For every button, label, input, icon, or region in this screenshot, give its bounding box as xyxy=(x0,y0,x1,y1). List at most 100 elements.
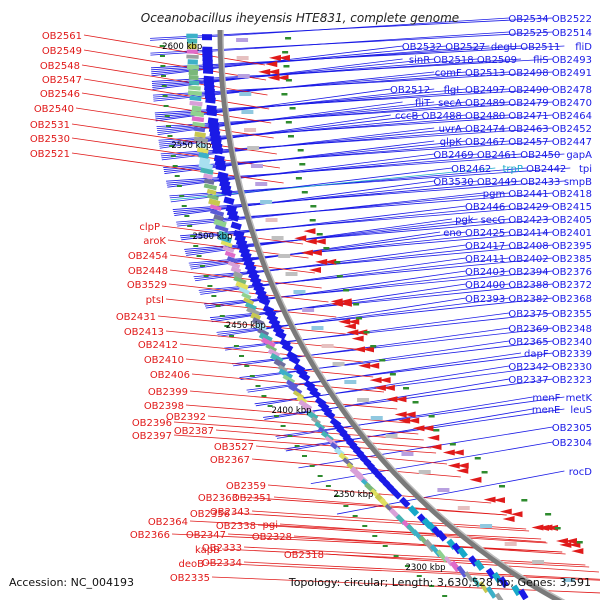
reverse-gene-arrow xyxy=(324,258,337,265)
forward-connector-line xyxy=(160,127,553,155)
ring-tick xyxy=(273,415,279,417)
forward-gene-label: OB2342 xyxy=(508,362,548,373)
gc-marker xyxy=(379,359,386,362)
ring-tick xyxy=(164,115,170,117)
reverse-feature-block xyxy=(344,380,357,384)
ring-tick xyxy=(294,445,300,447)
reverse-gene-label: OB2363 xyxy=(198,493,238,504)
gc-marker xyxy=(353,303,360,306)
cog-class-block xyxy=(471,576,482,588)
forward-gene-label: OB2369 xyxy=(508,324,548,335)
cog-class-block xyxy=(207,193,219,201)
gc-marker xyxy=(554,527,561,530)
forward-connector-line xyxy=(177,192,484,227)
reverse-gene-arrow xyxy=(267,74,280,81)
forward-gene-label: OB2490 xyxy=(508,85,548,96)
gc-marker xyxy=(521,499,528,502)
forward-connector-line xyxy=(204,270,510,307)
ring-tick xyxy=(176,185,182,187)
ring-tick xyxy=(184,215,190,217)
forward-gene-arrow xyxy=(298,371,311,382)
reverse-connector-line xyxy=(71,152,284,184)
reverse-gene-arrow xyxy=(456,467,469,474)
forward-gene-label: OB2467 xyxy=(465,137,505,148)
reverse-gene-label: OB2413 xyxy=(124,327,164,338)
reverse-gene-arrow xyxy=(510,511,523,518)
forward-connector-line xyxy=(199,257,510,293)
forward-gene-arrow xyxy=(457,546,468,559)
forward-gene-label: OB2474 xyxy=(465,124,505,135)
forward-gene-label: OB2339 xyxy=(552,349,592,360)
reverse-connector-line xyxy=(173,434,437,454)
forward-connector-line xyxy=(152,58,435,88)
forward-gene-label: OB2489 xyxy=(465,98,505,109)
forward-gene-label: comF xyxy=(435,68,462,79)
reverse-gene-label: OB2351 xyxy=(232,493,272,504)
gc-marker xyxy=(283,65,290,68)
reverse-gene-label: OB2406 xyxy=(150,370,190,381)
reverse-gene-arrow xyxy=(451,449,464,456)
forward-gene-label: OB2323 xyxy=(552,375,592,386)
gc-marker xyxy=(576,541,583,544)
cog-class-block xyxy=(198,152,210,160)
reverse-gene-arrow xyxy=(339,300,352,307)
ring-tick xyxy=(162,95,168,97)
forward-gene-label: pgm xyxy=(483,189,505,200)
cog-class-block xyxy=(232,271,244,280)
gc-marker xyxy=(545,513,552,516)
gc-marker xyxy=(282,51,289,54)
reverse-connector-line xyxy=(157,315,346,335)
gc-marker xyxy=(474,457,481,460)
gc-marker xyxy=(285,37,292,40)
ring-tick xyxy=(302,455,308,457)
reverse-connector-line xyxy=(231,512,530,532)
gc-marker xyxy=(285,121,292,124)
forward-gene-label: OB2491 xyxy=(552,68,592,79)
reverse-gene-arrow xyxy=(427,434,440,441)
cog-class-block xyxy=(226,256,238,264)
forward-connector-line xyxy=(154,88,553,114)
forward-gene-label: fliD xyxy=(575,42,592,53)
forward-gene-arrow xyxy=(436,530,448,542)
forward-gene-label: tpi xyxy=(579,164,592,175)
reverse-gene-label: OB2448 xyxy=(128,266,168,277)
forward-gene-arrow xyxy=(230,221,242,231)
forward-gene-arrow xyxy=(206,109,218,117)
reverse-gene-label: aroK xyxy=(143,236,166,247)
ring-tick xyxy=(190,235,196,237)
ring-tick xyxy=(429,585,435,587)
reverse-gene-arrow xyxy=(304,238,317,245)
reverse-gene-arrow xyxy=(531,524,544,531)
forward-gene-label: OB2457 xyxy=(508,137,548,148)
forward-gene-arrow xyxy=(288,354,301,366)
cog-class-block xyxy=(195,142,208,149)
forward-gene-arrow xyxy=(212,146,224,155)
cog-class-block xyxy=(282,374,296,385)
forward-gene-arrow xyxy=(323,409,336,420)
ring-tick xyxy=(161,85,167,87)
reverse-gene-label: OB2343 xyxy=(210,507,250,518)
reverse-connector-line xyxy=(83,34,266,66)
cog-class-block xyxy=(188,85,201,91)
reverse-gene-arrow xyxy=(407,417,420,424)
forward-gene-label: OB2469 xyxy=(433,150,473,161)
ring-tick xyxy=(261,395,267,397)
reverse-gene-arrow xyxy=(276,74,289,81)
forward-gene-label: OB2532 xyxy=(402,42,442,53)
reverse-feature-block xyxy=(239,92,252,96)
reverse-gene-label: OB2333 xyxy=(202,543,242,554)
reverse-gene-arrow xyxy=(367,362,380,369)
forward-gene-label: OB2405 xyxy=(552,215,592,226)
cog-class-block xyxy=(222,245,235,253)
forward-gene-arrow xyxy=(205,96,216,104)
cog-class-block xyxy=(187,64,200,70)
reverse-feature-block xyxy=(244,128,257,132)
cog-class-block xyxy=(203,173,213,180)
cog-class-block xyxy=(258,332,273,343)
reverse-connector-line xyxy=(239,496,507,516)
forward-gene-label: OB2441 xyxy=(508,189,548,200)
ring-tick xyxy=(179,195,185,197)
cog-class-block xyxy=(186,38,198,44)
reverse-gene-label: OB2396 xyxy=(132,418,172,429)
forward-gene-label: OB2417 xyxy=(465,241,505,252)
